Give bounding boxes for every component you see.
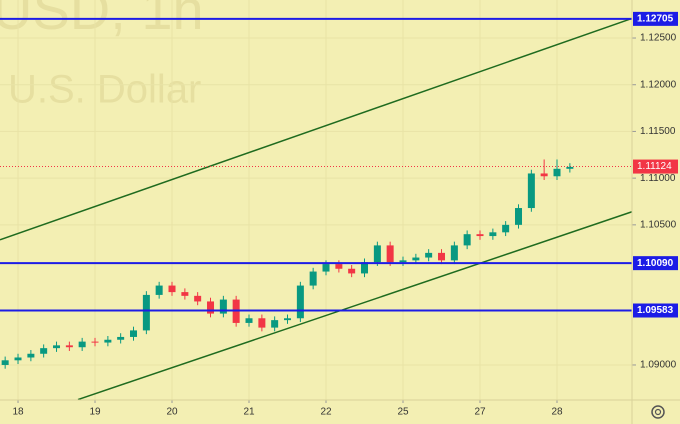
- candle-body: [78, 341, 86, 348]
- candle-body: [91, 341, 99, 343]
- last-price-label: 1.11124: [637, 161, 672, 172]
- candle-body: [438, 252, 446, 261]
- y-tick-label: 1.11500: [640, 126, 676, 137]
- candle-body: [168, 285, 176, 293]
- candle-body: [104, 339, 112, 343]
- x-tick-label: 20: [166, 407, 178, 418]
- y-tick-label: 1.10500: [640, 219, 677, 230]
- candle-body: [361, 262, 369, 274]
- candle-body: [540, 173, 548, 177]
- watermark-description: U.S. Dollar: [8, 68, 201, 112]
- candle-body: [27, 353, 35, 358]
- last-price-box: [633, 159, 678, 174]
- watermark-symbol: USD, 1h: [0, 0, 204, 41]
- x-tick-label: 27: [474, 407, 486, 418]
- candle-body: [258, 318, 266, 328]
- x-tick-label: 18: [12, 407, 24, 418]
- candle-body: [553, 168, 561, 177]
- candle-body: [399, 260, 407, 263]
- candle-body: [489, 232, 497, 237]
- trend-line: [77, 211, 633, 401]
- candle-body: [348, 268, 356, 274]
- candle-body: [40, 348, 48, 354]
- x-tick-label: 22: [320, 407, 332, 418]
- level-label: 1.10090: [637, 258, 674, 269]
- level-label-box: [633, 11, 678, 26]
- candle-body: [309, 271, 317, 286]
- candle-body: [271, 320, 279, 328]
- y-tick-label: 1.12500: [640, 33, 677, 44]
- candle-body: [1, 360, 9, 365]
- candle-body: [142, 294, 150, 331]
- candle-body: [181, 292, 189, 296]
- candle-body: [566, 166, 574, 169]
- candle-body: [219, 299, 227, 314]
- candle-body: [335, 264, 343, 269]
- y-tick-label: 1.11000: [640, 173, 676, 184]
- candle-body: [476, 234, 484, 237]
- candle-body: [65, 345, 73, 348]
- candle-body: [130, 330, 138, 337]
- candle-body: [14, 357, 22, 361]
- candle-body: [463, 234, 471, 246]
- candle-body: [117, 336, 125, 340]
- x-tick-label: 25: [397, 407, 409, 418]
- x-tick-label: 28: [551, 407, 563, 418]
- candle-body: [245, 318, 253, 323]
- candle-body: [386, 245, 394, 263]
- trend-line: [0, 17, 633, 241]
- level-label-box: [633, 303, 678, 318]
- candle-body: [296, 285, 304, 319]
- candle-body: [502, 224, 510, 233]
- candle-body: [322, 264, 330, 272]
- candle-body: [515, 208, 523, 225]
- candle-body: [527, 173, 535, 209]
- candle-body: [373, 245, 381, 263]
- level-label: 1.12705: [637, 14, 674, 25]
- candle-body: [450, 245, 458, 261]
- y-tick-label: 1.09000: [640, 360, 677, 371]
- candle-body: [284, 318, 292, 321]
- x-tick-label: 19: [89, 407, 101, 418]
- settings-icon[interactable]: [651, 405, 665, 419]
- candle-body: [412, 257, 420, 261]
- candle-body: [53, 345, 61, 349]
- candle-body: [155, 285, 163, 295]
- x-tick-label: 21: [243, 407, 255, 418]
- level-label-box: [633, 256, 678, 271]
- candle-body: [425, 252, 433, 258]
- candle-body: [207, 301, 215, 314]
- level-label: 1.09583: [637, 305, 674, 316]
- candle-body: [194, 295, 202, 302]
- y-tick-label: 1.12000: [640, 79, 677, 90]
